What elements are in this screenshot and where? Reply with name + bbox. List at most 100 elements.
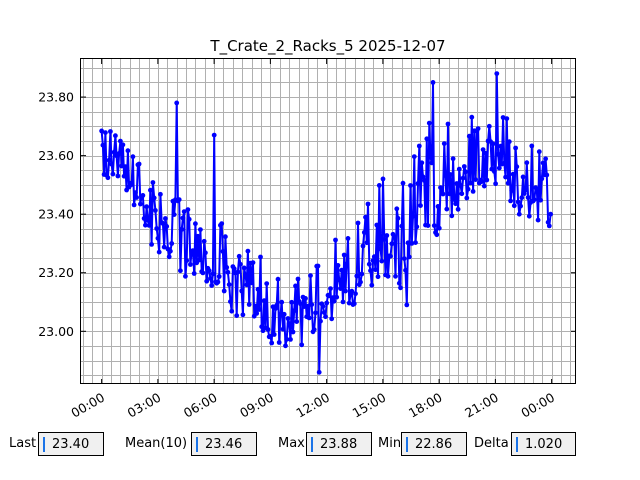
- data-point: [334, 294, 340, 300]
- data-point: [211, 132, 217, 138]
- data-point: [381, 237, 387, 242]
- data-point: [180, 215, 186, 221]
- data-point: [265, 327, 271, 332]
- data-point: [429, 160, 435, 166]
- data-point: [396, 280, 402, 286]
- data-point: [505, 180, 511, 186]
- data-point: [140, 193, 146, 198]
- delta-value-field[interactable]: 1.020: [511, 432, 576, 456]
- data-point: [370, 258, 376, 263]
- data-point: [283, 343, 288, 349]
- data-point: [295, 276, 301, 282]
- data-point: [256, 307, 262, 312]
- data-point: [103, 130, 108, 136]
- x-tick-label: 03:00: [125, 390, 164, 421]
- data-point: [318, 318, 323, 324]
- data-point: [534, 186, 540, 192]
- text-cursor: [516, 436, 518, 452]
- data-point: [436, 225, 442, 231]
- data-point: [349, 288, 355, 294]
- data-point: [335, 263, 341, 268]
- data-point: [238, 261, 243, 267]
- data-point: [458, 183, 463, 188]
- data-point: [385, 273, 391, 279]
- data-point: [371, 254, 377, 260]
- data-point: [136, 161, 142, 167]
- data-point: [409, 241, 415, 246]
- data-point: [138, 201, 143, 207]
- data-point: [178, 268, 183, 274]
- data-point: [294, 319, 300, 324]
- data-point: [148, 187, 153, 193]
- data-point: [401, 256, 407, 261]
- data-point: [490, 141, 496, 147]
- data-point: [255, 286, 261, 292]
- data-point: [375, 274, 381, 280]
- data-point: [285, 316, 291, 321]
- data-point: [228, 299, 233, 304]
- data-point: [116, 151, 122, 156]
- data-point: [280, 326, 286, 332]
- data-point: [276, 340, 282, 345]
- x-tick-label: 00:00: [68, 390, 107, 421]
- data-point: [226, 282, 232, 287]
- data-point: [153, 208, 158, 213]
- data-point: [424, 136, 430, 142]
- data-point: [514, 164, 520, 170]
- data-point: [196, 257, 202, 263]
- data-point: [333, 237, 338, 243]
- data-point: [329, 316, 335, 322]
- data-point: [504, 116, 510, 121]
- data-point: [125, 148, 131, 154]
- data-point: [268, 334, 273, 339]
- y-tick-label: 23.60: [38, 148, 74, 163]
- mean-value-field[interactable]: 23.46: [191, 432, 257, 456]
- data-point: [464, 195, 470, 201]
- data-point: [141, 216, 147, 221]
- data-point: [473, 177, 478, 183]
- data-point: [131, 202, 137, 208]
- data-point: [100, 142, 106, 148]
- data-point: [111, 149, 117, 155]
- last-value-field[interactable]: 23.40: [38, 432, 104, 456]
- data-point: [315, 263, 321, 269]
- data-point: [408, 183, 413, 188]
- data-point: [516, 211, 522, 217]
- x-tick-label: 09:00: [237, 390, 276, 421]
- data-point: [460, 175, 466, 181]
- delta-label: Delta: [474, 436, 509, 451]
- min-value-field[interactable]: 22.86: [401, 432, 467, 456]
- data-point: [454, 181, 460, 186]
- data-point: [274, 302, 280, 308]
- data-point: [365, 201, 371, 207]
- text-cursor: [311, 436, 313, 452]
- data-point: [220, 249, 226, 254]
- data-point: [343, 288, 348, 294]
- data-point: [411, 154, 417, 160]
- data-point: [404, 302, 410, 308]
- data-point: [519, 195, 525, 201]
- data-point: [434, 232, 440, 238]
- data-series: [99, 71, 553, 375]
- data-point: [373, 267, 378, 273]
- data-point: [328, 286, 333, 291]
- data-point: [269, 340, 275, 346]
- max-value-field[interactable]: 23.88: [306, 432, 372, 456]
- y-tick-label: 23.40: [38, 207, 74, 222]
- data-point: [420, 174, 426, 180]
- data-point: [425, 223, 431, 229]
- data-point: [414, 224, 420, 230]
- data-point: [121, 173, 127, 179]
- data-point: [426, 120, 432, 126]
- data-point: [526, 213, 532, 219]
- data-point: [308, 273, 313, 278]
- data-point: [158, 191, 163, 197]
- data-point: [418, 203, 423, 209]
- data-point: [494, 71, 500, 76]
- data-point: [506, 139, 512, 145]
- data-point: [529, 143, 535, 149]
- data-point: [406, 254, 412, 260]
- data-point: [361, 230, 367, 235]
- min-label: Min: [378, 436, 402, 451]
- line-chart: T_Crate_2_Racks_5 2025-12-07 23.0023.202…: [38, 37, 576, 421]
